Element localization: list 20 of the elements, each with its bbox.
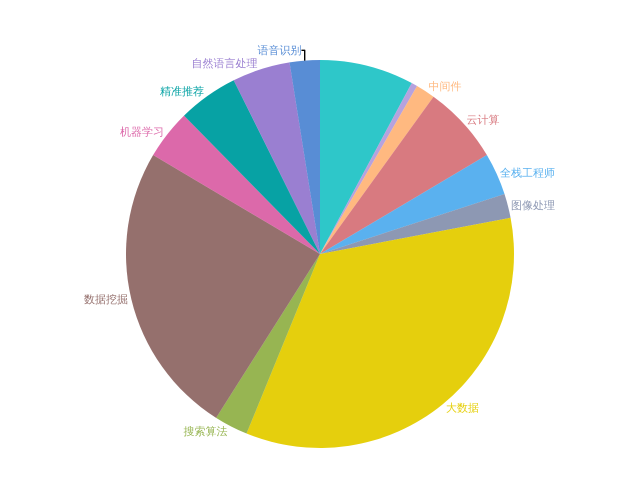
slice-label: 云计算 (466, 114, 500, 127)
slice-label: 自然语言处理 (192, 56, 258, 70)
pie-slice (184, 80, 320, 254)
pie-slice (320, 60, 412, 254)
slice-label: 精准推荐 (160, 85, 204, 98)
slice-label: 机器学习 (120, 125, 164, 138)
pie-slice (153, 116, 320, 254)
pie-slice (246, 218, 514, 448)
slice-label: 全栈工程师 (500, 166, 556, 180)
slice-label: 语音识别 (257, 44, 302, 57)
pie-slice (320, 96, 487, 254)
slice-label: 搜索算法 (184, 424, 228, 438)
slice-label: 中间件 (428, 80, 462, 94)
pie-slice (320, 83, 418, 254)
slice-label: 大数据 (446, 402, 480, 415)
pie-slice (126, 155, 320, 418)
slice-label: 数据挖掘 (84, 293, 128, 306)
slice-label: 图像处理 (511, 198, 556, 212)
pie-slice (290, 60, 320, 254)
pie-slice (320, 194, 511, 254)
